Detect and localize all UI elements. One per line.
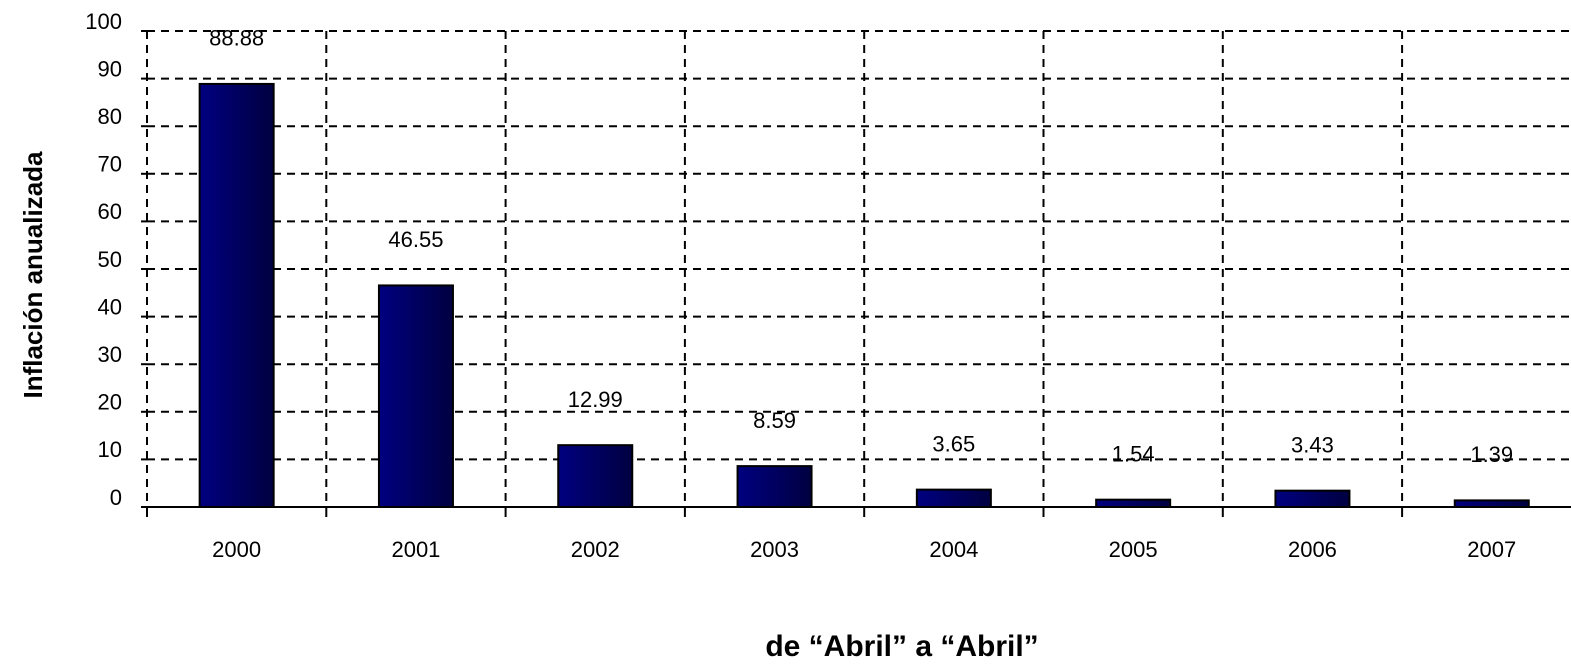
y-axis-title: Inflación anualizada [18, 151, 48, 399]
bar [557, 444, 634, 509]
x-tick-label: 2005 [1109, 537, 1158, 562]
x-tick-label: 2000 [212, 537, 261, 562]
x-tick-label: 2003 [750, 537, 799, 562]
y-tick-label: 20 [98, 390, 122, 415]
data-label: 46.55 [388, 227, 443, 252]
x-tick-label: 2006 [1288, 537, 1337, 562]
x-tick-label: 2007 [1467, 537, 1516, 562]
x-tick-label: 2004 [929, 537, 978, 562]
x-tick-label: 2001 [391, 537, 440, 562]
data-label: 12.99 [568, 387, 623, 412]
y-tick-label: 50 [98, 247, 122, 272]
y-tick-label: 10 [98, 437, 122, 462]
data-label: 1.54 [1112, 441, 1155, 466]
data-label: 1.39 [1470, 442, 1513, 467]
bar [915, 488, 992, 509]
data-label: 88.88 [209, 26, 264, 51]
y-tick-label: 70 [98, 152, 122, 177]
y-tick-label: 40 [98, 294, 122, 319]
x-axis-title: de “Abril” a “Abril” [765, 630, 1038, 663]
y-tick-label: 80 [98, 104, 122, 129]
bar [377, 284, 454, 508]
data-label: 8.59 [753, 408, 796, 433]
bar [736, 465, 813, 509]
data-label: 3.65 [932, 431, 975, 456]
bar [1274, 489, 1351, 508]
y-tick-label: 100 [85, 9, 122, 34]
bar [1453, 499, 1530, 509]
bar [198, 82, 275, 508]
data-label: 3.43 [1291, 432, 1334, 457]
y-tick-label: 30 [98, 342, 122, 367]
x-tick-label: 2002 [571, 537, 620, 562]
y-tick-label: 0 [110, 485, 122, 510]
y-tick-label: 90 [98, 56, 122, 81]
y-tick-label: 60 [98, 199, 122, 224]
bar [1095, 498, 1172, 508]
